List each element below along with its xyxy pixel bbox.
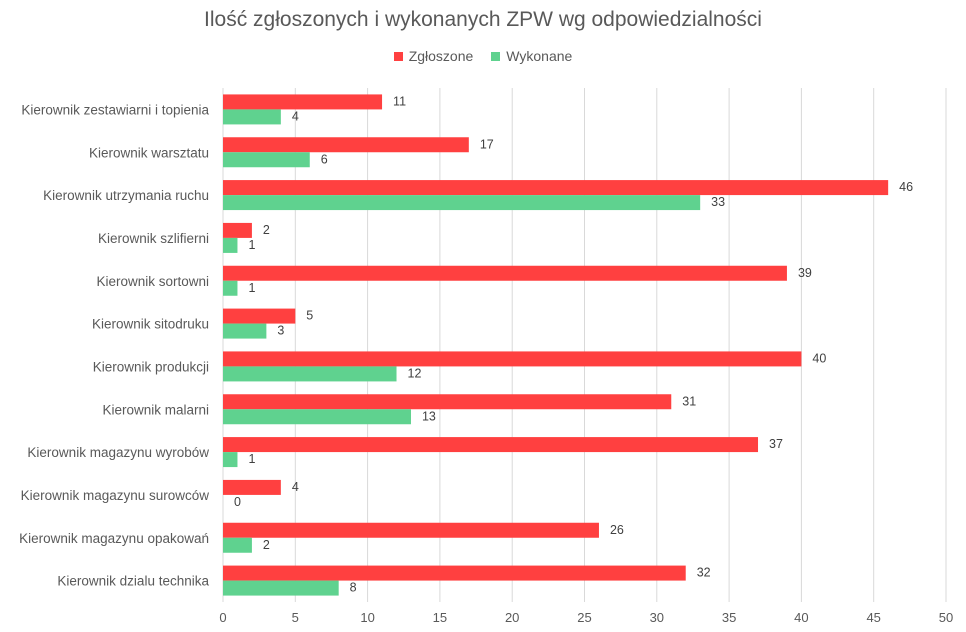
legend-item-zgloszone: Zgłoszone — [393, 48, 474, 64]
data-label-wykonane: 2 — [263, 538, 270, 552]
bar-wykonane — [223, 237, 238, 253]
legend-swatch-wykonane — [491, 51, 501, 61]
bar-wykonane — [223, 409, 411, 425]
x-tick-label: 5 — [292, 610, 299, 625]
bar-zgloszone — [223, 394, 672, 410]
data-label-wykonane: 1 — [248, 281, 255, 295]
bar-zgloszone — [223, 351, 802, 367]
bar-zgloszone — [223, 479, 281, 495]
data-label-wykonane: 3 — [277, 324, 284, 338]
data-label-wykonane: 13 — [422, 409, 436, 423]
chart-title: Ilość zgłoszonych i wykonanych ZPW wg od… — [204, 8, 762, 31]
data-label-wykonane: 0 — [234, 495, 241, 509]
data-label-wykonane: 12 — [408, 366, 422, 380]
x-tick-label: 0 — [219, 610, 226, 625]
category-label: Kierownik dzialu technika — [57, 574, 209, 589]
data-label-zgloszone: 26 — [610, 523, 624, 537]
data-label-zgloszone: 39 — [798, 266, 812, 280]
legend: Zgłoszone Wykonane — [0, 48, 966, 64]
legend-swatch-zgloszone — [393, 51, 403, 61]
legend-label-wykonane: Wykonane — [506, 48, 573, 64]
bar-wykonane — [223, 452, 238, 468]
bar-wykonane — [223, 537, 252, 553]
data-label-wykonane: 33 — [711, 195, 725, 209]
bar-zgloszone — [223, 94, 383, 110]
category-label: Kierownik warsztatu — [89, 145, 209, 160]
data-label-wykonane: 1 — [248, 238, 255, 252]
x-tick-label: 40 — [794, 610, 808, 625]
bar-zgloszone — [223, 522, 599, 538]
data-label-wykonane: 8 — [350, 581, 357, 595]
category-label: Kierownik magazynu opakowań — [19, 531, 209, 546]
category-label: Kierownik magazynu wyrobów — [27, 445, 209, 460]
data-label-zgloszone: 11 — [393, 94, 406, 108]
bar-wykonane — [223, 109, 281, 125]
category-label: Kierownik sitodruku — [92, 317, 209, 332]
data-label-zgloszone: 2 — [263, 223, 270, 237]
legend-label-zgloszone: Zgłoszone — [408, 48, 474, 64]
data-label-zgloszone: 4 — [292, 480, 299, 494]
category-label: Kierownik magazynu surowców — [21, 488, 210, 503]
bar-wykonane — [223, 195, 701, 211]
data-label-zgloszone: 31 — [682, 394, 696, 408]
bar-zgloszone — [223, 265, 787, 281]
x-tick-label: 35 — [722, 610, 736, 625]
x-tick-label: 30 — [650, 610, 664, 625]
x-tick-label: 25 — [577, 610, 591, 625]
data-label-wykonane: 4 — [292, 109, 299, 123]
bar-zgloszone — [223, 437, 759, 453]
bar-zgloszone — [223, 308, 296, 324]
data-label-zgloszone: 37 — [769, 437, 783, 451]
legend-item-wykonane: Wykonane — [491, 48, 572, 64]
data-label-zgloszone: 40 — [812, 351, 826, 365]
category-label: Kierownik malarni — [102, 402, 209, 417]
bar-zgloszone — [223, 137, 469, 153]
bar-wykonane — [223, 580, 339, 596]
data-label-wykonane: 1 — [248, 452, 255, 466]
data-label-zgloszone: 17 — [480, 137, 494, 151]
data-label-zgloszone: 32 — [697, 566, 711, 580]
x-tick-label: 50 — [939, 610, 953, 625]
bar-wykonane — [223, 366, 397, 382]
bar-zgloszone — [223, 180, 889, 196]
category-label: Kierownik szlifierni — [98, 231, 209, 246]
x-tick-label: 10 — [360, 610, 374, 625]
bar-wykonane — [223, 152, 310, 168]
data-label-wykonane: 6 — [321, 152, 328, 166]
bar-wykonane — [223, 323, 267, 339]
x-tick-label: 20 — [505, 610, 519, 625]
category-label: Kierownik produkcji — [93, 359, 209, 374]
category-label: Kierownik utrzymania ruchu — [43, 188, 209, 203]
category-label: Kierownik sortowni — [96, 274, 209, 289]
data-label-zgloszone: 46 — [899, 180, 913, 194]
x-tick-label: 45 — [866, 610, 880, 625]
bar-zgloszone — [223, 565, 686, 581]
bar-zgloszone — [223, 222, 252, 238]
x-tick-label: 15 — [433, 610, 447, 625]
category-label: Kierownik zestawiarni i topienia — [21, 102, 209, 117]
bar-wykonane — [223, 280, 238, 296]
data-label-zgloszone: 5 — [306, 309, 313, 323]
